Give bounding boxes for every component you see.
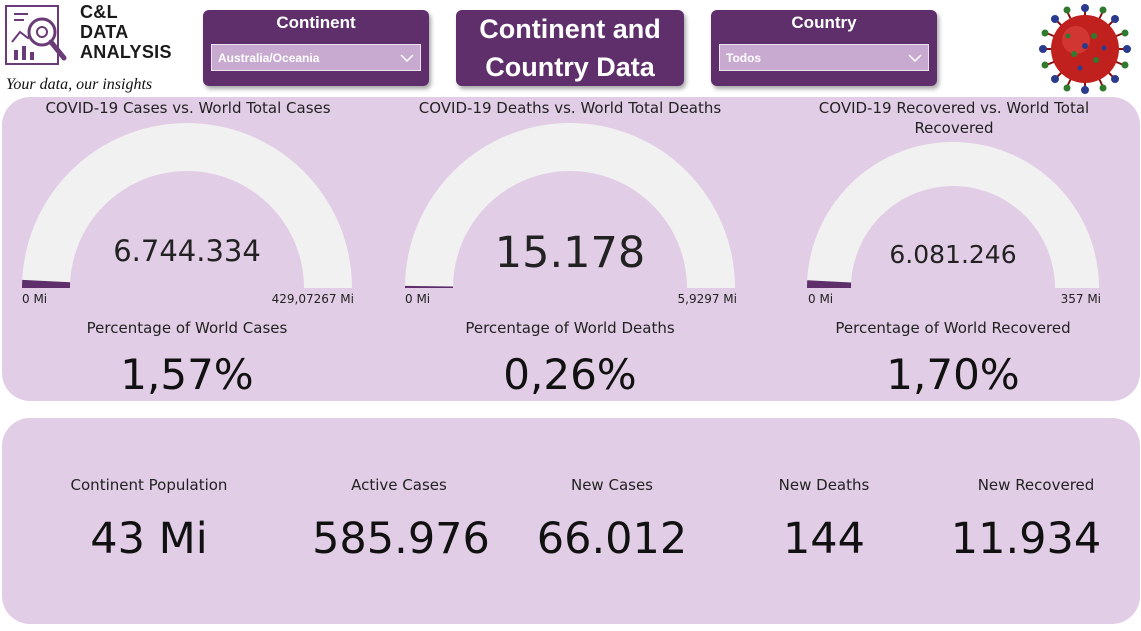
percentage-value: 1,70% [886,350,1020,399]
kpi-value: 585.976 [312,514,490,564]
kpi-value: 144 [782,514,866,564]
gauge-max-label: 429,07267 Mi [271,292,354,306]
gauge-max-label: 5,9297 Mi [677,292,738,306]
gauge-title-line: COVID-19 Cases vs. World Total Cases [45,99,331,117]
company-logo: C&L DATA ANALYSIS Your data, our insight… [2,2,180,94]
logo-tagline: Your data, our insights [6,76,153,93]
country-slicer: Country Todos [711,10,937,86]
logo-title-line: C&L [80,2,118,22]
gauge-title-line: Recovered [914,119,994,137]
virus-icon [1039,4,1131,94]
continent-slicer: Continent Australia/Oceania [203,10,429,86]
kpi-value: 11.934 [950,514,1102,564]
percentage-label: Percentage of World Cases [86,319,288,337]
gauge-value: 6.744.334 [113,234,261,268]
percentage-label: Percentage of World Recovered [835,319,1071,337]
gauge-title: COVID-19 Deaths vs. World Total Deaths [384,98,756,118]
country-dropdown-value: Todos [726,50,762,65]
gauge-title-line: COVID-19 Deaths vs. World Total Deaths [418,99,722,117]
gauge-title: COVID-19 Recovered vs. World Total Recov… [768,98,1140,138]
kpi-value: 43 Mi [90,514,208,564]
kpi-value: 66.012 [536,514,688,564]
kpi-label: New Recovered [977,476,1095,494]
country-slicer-title: Country [791,13,857,32]
continent-dropdown-value: Australia/Oceania [218,50,320,65]
kpi-panel [2,418,1140,624]
gauge-value: 15.178 [494,228,646,278]
page-title-line: Continent and [479,14,661,44]
gauge-min-label: 0 Mi [22,292,48,306]
kpi-label: New Deaths [778,476,870,494]
page-title-line: Country Data [485,52,655,82]
kpi-label: Active Cases [351,476,447,494]
chevron-down-icon [400,53,414,62]
gauge-min-label: 0 Mi [808,292,834,306]
country-dropdown[interactable]: Todos [719,44,929,71]
logo-title: C&L DATA ANALYSIS [80,2,172,62]
gauge-value: 6.081.246 [889,240,1017,269]
percentage-value: 1,57% [120,350,254,399]
continent-slicer-title: Continent [276,13,356,32]
page-title: Continent and Country Data [456,10,684,86]
percentage-value: 0,26% [503,350,637,399]
gauge-title-line: COVID-19 Recovered vs. World Total [818,99,1090,117]
magnifier-chart-icon [5,5,67,65]
kpi-label: New Cases [570,476,653,494]
gauge-min-label: 0 Mi [405,292,431,306]
logo-title-line: DATA [80,22,129,42]
logo-title-line: ANALYSIS [80,42,172,62]
gauge-max-label: 357 Mi [1060,292,1101,306]
continent-dropdown[interactable]: Australia/Oceania [211,44,421,71]
percentage-label: Percentage of World Deaths [465,319,675,337]
kpi-label: Continent Population [70,476,228,494]
gauge-title: COVID-19 Cases vs. World Total Cases [2,98,374,118]
chevron-down-icon [908,53,922,62]
